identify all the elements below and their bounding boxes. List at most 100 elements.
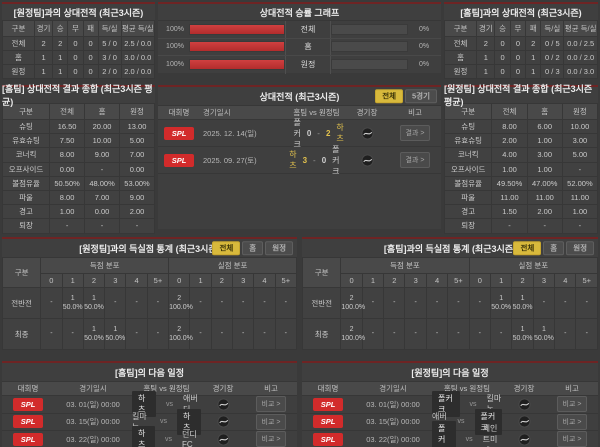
row-label: 슈팅	[443, 118, 493, 135]
home-team-name[interactable]: 하츠	[132, 391, 156, 418]
away-score: 0	[321, 155, 327, 165]
panel-title: [원정팀]과의 득실점 통계 (최근3시즌) 전체 홈 원정	[2, 239, 297, 257]
table-row: 파울 8.00 7.00 9.00	[1, 189, 155, 206]
panel-title: [원정팀]의 다음 일정	[411, 367, 489, 378]
cell: 52.00%	[561, 175, 599, 191]
cell: -	[84, 218, 121, 234]
row-label: 슈팅	[1, 118, 51, 135]
home-team-name[interactable]: 폴커크	[432, 391, 460, 418]
row-label: 오프사이드	[1, 161, 51, 177]
col-header-league: 대회명	[168, 108, 190, 117]
away-team-name[interactable]: 세인트미렌	[482, 423, 498, 447]
col-header: 구분	[301, 257, 342, 288]
cell: -	[119, 218, 155, 234]
cell: 2.0 / 0.0	[120, 64, 155, 79]
stadium-icon[interactable]	[517, 398, 531, 411]
h2h-record-table: 구분 경기 승 무 패 득/실 평균 득/실 전체 2 2 0 0 5 / 0 …	[2, 20, 155, 79]
row-label: 홈	[2, 50, 35, 65]
compare-button[interactable]: 비교 >	[556, 396, 588, 413]
vs-label: vs	[465, 435, 473, 443]
result-button[interactable]: 결과 >	[399, 152, 431, 168]
cell: 1	[525, 50, 542, 65]
cell: -	[554, 318, 577, 350]
table-row: 유효슈팅 7.50 10.00 5.00	[1, 133, 155, 149]
cell: 1 50.0%	[511, 287, 534, 319]
home-team-name[interactable]: 폴커크	[293, 117, 301, 149]
cell: 2.00	[119, 204, 155, 220]
stadium-icon[interactable]	[216, 415, 230, 428]
cell: 1 50.0%	[61, 287, 84, 319]
filter-last5-button[interactable]: 5경기	[405, 89, 437, 103]
table-row: 유효슈팅 2.00 1.00 3.00	[443, 133, 599, 149]
home-team-name[interactable]: 하츠	[289, 150, 297, 170]
away-team-name[interactable]: 하츠	[177, 408, 201, 435]
bin-header: 3	[532, 273, 556, 288]
cell: 2 100.0%	[168, 287, 193, 319]
row-label: 경고	[443, 204, 493, 220]
cell: 2 100.0%	[340, 318, 365, 350]
compare-button[interactable]: 비교 >	[556, 413, 588, 430]
cell: 0	[494, 36, 511, 51]
table-row: 전반전 2 100.0% - - - - - -1 50.0% 1 50.0% - - -	[301, 287, 598, 319]
cell: 1 50.0%	[82, 318, 106, 350]
away-team-name[interactable]: 던디FC	[182, 430, 197, 447]
away-team-name[interactable]: 폴커크	[474, 408, 502, 435]
cell: -	[189, 287, 212, 319]
bin-header: 1	[489, 273, 513, 288]
group-header-scored: 득점 분포	[40, 257, 170, 274]
compare-button[interactable]: 비교 >	[255, 396, 287, 413]
compare-button[interactable]: 비교 >	[255, 431, 287, 447]
col-header-note: 비고	[264, 384, 278, 393]
filter-away-button[interactable]: 원정	[566, 241, 594, 255]
away-team-name[interactable]: 하츠	[336, 123, 344, 143]
cell: 1.00	[526, 133, 563, 149]
col-header-league: 대회명	[317, 384, 339, 393]
result-button[interactable]: 결과 >	[399, 125, 431, 141]
cell: 8.00	[491, 118, 528, 135]
stadium-icon[interactable]	[517, 433, 531, 446]
filter-away-button[interactable]: 원정	[265, 241, 293, 255]
league-badge: SPL	[164, 126, 194, 140]
cell: 3 / 0	[97, 50, 122, 65]
cell: -	[404, 318, 427, 350]
cell: 10.00	[561, 118, 599, 135]
col-header: 전체	[49, 103, 86, 120]
stadium-icon[interactable]	[360, 153, 374, 167]
cell: -	[575, 318, 598, 350]
stadium-icon[interactable]	[216, 398, 230, 411]
col-header: 구분	[1, 103, 51, 120]
bin-header: 4	[253, 273, 276, 288]
cell: 1.50	[491, 204, 528, 220]
panel-title: [원정팀]과의 상대전적 (최근3시즌)	[13, 7, 144, 18]
compare-button[interactable]: 비교 >	[556, 431, 588, 447]
cell: 2	[476, 36, 496, 51]
panel-title: [홈팀] 상대전적 결과 종합 (최근3시즌 평균)	[2, 84, 153, 107]
filter-all-button[interactable]: 전체	[212, 241, 241, 255]
table-row: 오프사이드 0.00-0.00	[1, 161, 155, 177]
away-team-name[interactable]: 폴커크	[332, 144, 340, 176]
home-team-name[interactable]: 폴커크	[432, 420, 456, 447]
cell: 0	[67, 50, 84, 65]
league-badge: SPL	[313, 397, 343, 411]
col-header-note: 비고	[408, 108, 422, 117]
filter-home-button[interactable]: 홈	[543, 241, 565, 255]
bin-header: 5+	[146, 273, 170, 288]
stadium-icon[interactable]	[216, 433, 230, 446]
panel-hometeam-summary: [홈팀] 상대전적 결과 종합 (최근3시즌 평균) 구분 전체 홈 원정 슈팅…	[1, 84, 155, 234]
panel-title: [홈팀]과의 득실점 통계 (최근3시즌) 전체 홈 원정	[302, 239, 598, 257]
filter-all-button[interactable]: 전체	[513, 241, 542, 255]
home-team-name[interactable]: 하츠	[132, 426, 156, 447]
cell: 50.50%	[49, 175, 86, 191]
cell: 0	[509, 36, 527, 51]
cell: 0	[509, 50, 527, 65]
compare-button[interactable]: 비교 >	[255, 413, 287, 430]
stadium-icon[interactable]	[360, 126, 374, 140]
filter-all-button[interactable]: 전체	[375, 89, 404, 103]
col-header-league: 대회명	[17, 384, 39, 393]
away-winrate-value: 0%	[418, 61, 430, 69]
cell: -	[49, 218, 86, 234]
filter-home-button[interactable]: 홈	[242, 241, 264, 255]
cell: 0	[67, 36, 84, 51]
stadium-icon[interactable]	[517, 415, 531, 428]
cell: 1.00	[561, 204, 599, 220]
